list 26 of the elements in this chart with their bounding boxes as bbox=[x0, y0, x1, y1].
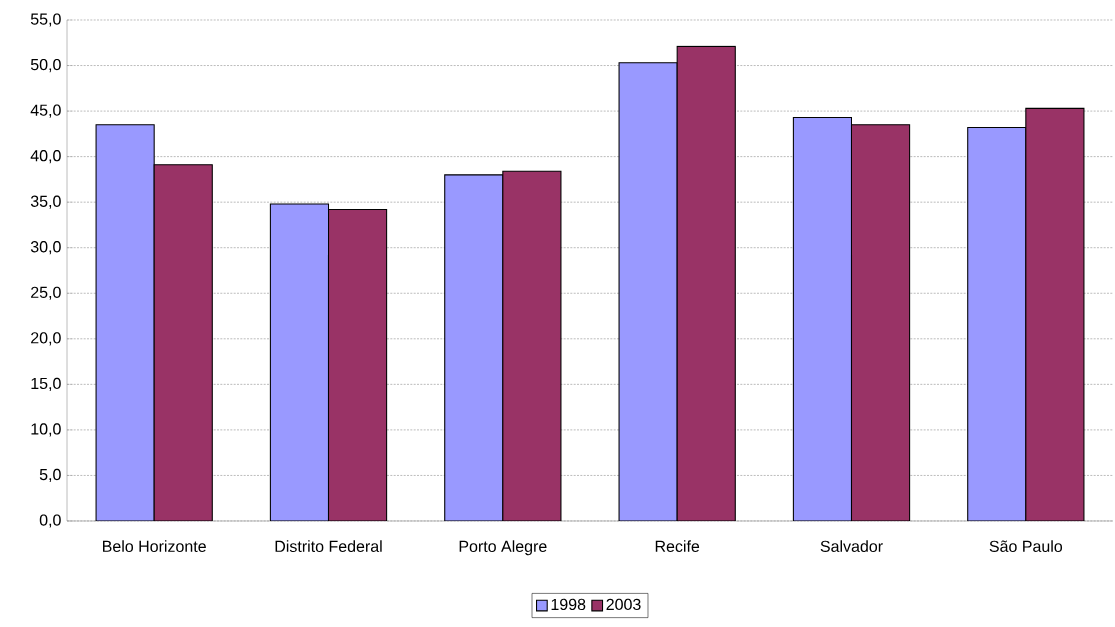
y-tick-label: 30,0 bbox=[30, 241, 61, 255]
bar bbox=[153, 164, 213, 521]
x-tick-label: Salvador bbox=[820, 540, 883, 553]
y-tick-label: 40,0 bbox=[30, 150, 61, 164]
y-tick-label: 25,0 bbox=[31, 286, 61, 300]
legend-label: 2003 bbox=[606, 598, 641, 611]
legend-label: 1998 bbox=[551, 598, 586, 611]
y-tick-label: 50,0 bbox=[30, 58, 61, 73]
y-tick-label: 55,0 bbox=[30, 13, 61, 27]
bar bbox=[1025, 107, 1085, 521]
bar bbox=[676, 45, 736, 521]
bar bbox=[327, 208, 388, 521]
y-tick-label: 0,0 bbox=[39, 514, 61, 528]
x-tick-label: Belo Horizonte bbox=[103, 540, 206, 553]
bar bbox=[850, 124, 911, 521]
y-tick-label: 35,0 bbox=[30, 195, 61, 209]
x-tick-label: Recife bbox=[655, 540, 700, 553]
y-tick-label: 5,0 bbox=[39, 468, 61, 483]
x-tick-label: Distrito Federal bbox=[275, 540, 382, 553]
y-tick-label: 15,0 bbox=[31, 377, 61, 391]
x-tick-label: Porto Alegre bbox=[459, 540, 547, 556]
y-tick-label: 45,0 bbox=[30, 104, 61, 118]
y-tick-label: 10,0 bbox=[31, 423, 61, 437]
bar bbox=[502, 170, 562, 521]
y-tick-label: 20,0 bbox=[31, 332, 61, 346]
x-tick-label: São Paulo bbox=[989, 540, 1063, 553]
